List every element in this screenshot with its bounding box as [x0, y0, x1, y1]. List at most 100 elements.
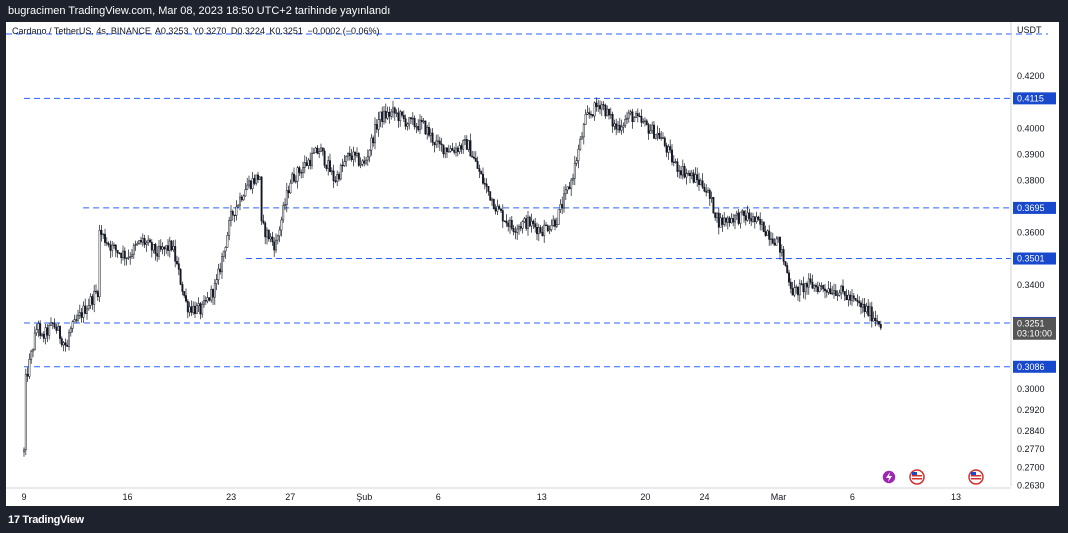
candle-body	[865, 305, 868, 312]
candle-body	[818, 285, 821, 292]
candle-body	[878, 321, 880, 325]
candle-body	[53, 323, 56, 328]
candle-body	[255, 174, 258, 184]
candle-body	[424, 120, 427, 135]
candle-body	[728, 217, 731, 224]
candle-body	[613, 123, 616, 127]
candle-body	[752, 216, 754, 222]
candle-body	[629, 111, 632, 114]
candle-body	[311, 153, 313, 166]
candle-body	[190, 306, 193, 313]
candle-body	[514, 231, 517, 233]
candle-body	[440, 143, 443, 146]
candle-body	[39, 323, 42, 336]
y-tick-label: 0.3800	[1017, 176, 1045, 186]
level-price-label-bg	[1013, 201, 1056, 214]
level-price-label: 0.3695	[1017, 203, 1045, 213]
candle-body	[276, 235, 279, 241]
candle-body	[57, 326, 60, 331]
candle-body	[345, 155, 348, 162]
candle-body	[107, 243, 110, 246]
candle-body	[761, 221, 763, 225]
candle-body	[329, 160, 331, 172]
candle-body	[447, 151, 450, 153]
candle-body	[289, 182, 292, 194]
candle-body	[197, 303, 200, 306]
candle-body	[539, 227, 542, 233]
y-tick-label: 0.2770	[1017, 444, 1045, 454]
candle-body	[543, 224, 546, 236]
symbol-name[interactable]: Cardano / TetherUS, 4s, BINANCE	[12, 26, 151, 36]
candle-body	[257, 174, 259, 180]
candle-body	[536, 227, 538, 235]
candle-body	[714, 212, 717, 218]
candle-body	[474, 157, 477, 162]
candle-body	[874, 317, 877, 321]
tradingview-logo[interactable]: 17 TradingView	[8, 508, 84, 533]
candle-body	[797, 286, 799, 296]
level-price-label-bg	[1013, 252, 1056, 265]
candle-body	[104, 233, 106, 243]
candle-body	[723, 217, 726, 225]
candle-body	[350, 155, 353, 160]
candle-body	[804, 283, 807, 293]
candle-body	[33, 332, 36, 351]
candle-body	[302, 167, 304, 174]
candle-body	[564, 189, 567, 195]
candle-body	[330, 170, 333, 172]
candle-body	[125, 257, 128, 260]
x-tick-label: 6	[850, 492, 855, 502]
candle-body	[696, 174, 699, 181]
candle-body	[530, 220, 533, 227]
x-tick-label: 27	[285, 492, 295, 502]
candle-body	[879, 323, 882, 329]
candle-body	[293, 173, 295, 182]
event-icons	[881, 469, 984, 485]
candle-body	[824, 288, 826, 291]
candle-body	[136, 243, 139, 245]
candle-body	[735, 212, 738, 216]
candle-body	[577, 148, 580, 161]
candle-body	[595, 102, 598, 108]
candle-body	[563, 193, 565, 209]
candle-body	[48, 325, 51, 336]
candle-body	[690, 172, 693, 176]
candle-body	[455, 147, 457, 153]
candle-body	[179, 269, 182, 285]
candle-body	[716, 212, 718, 218]
candle-body	[379, 111, 382, 120]
candle-body	[518, 226, 520, 230]
candle-body	[833, 290, 835, 294]
candle-body	[384, 110, 387, 119]
candle-body	[462, 140, 465, 150]
candle-body	[201, 303, 204, 315]
candle-body	[174, 246, 177, 262]
candle-body	[725, 217, 727, 223]
candle-body	[667, 146, 670, 153]
currency-label: USDT	[1017, 25, 1042, 35]
candle-body	[645, 120, 648, 125]
candle-body	[111, 244, 114, 251]
y-tick-label: 0.3400	[1017, 280, 1045, 290]
tv-icon: 17	[8, 514, 20, 526]
candle-body	[845, 295, 848, 301]
candle-body	[509, 220, 511, 227]
candle-body	[863, 303, 866, 312]
candle-body	[449, 148, 452, 152]
candle-body	[109, 244, 112, 251]
candle-body	[24, 373, 27, 451]
candle-body	[307, 159, 310, 166]
publish-line: bugracimen TradingView.com, Mar 08, 2023…	[8, 5, 391, 17]
candle-body	[546, 225, 549, 232]
candle-body	[847, 294, 850, 301]
candle-body	[869, 306, 871, 316]
candle-body	[395, 112, 398, 114]
candle-body	[120, 253, 123, 258]
candle-body	[861, 303, 864, 308]
countdown-label: 03:10:00	[1017, 329, 1052, 339]
candle-body	[26, 373, 29, 377]
candle-body	[37, 323, 40, 330]
candle-body	[552, 219, 555, 226]
candle-body	[806, 283, 808, 288]
